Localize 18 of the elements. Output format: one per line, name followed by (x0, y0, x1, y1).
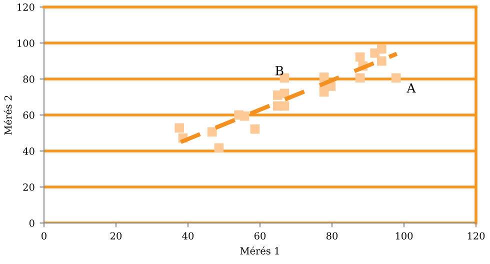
annotation: A (406, 83, 416, 93)
y-tick-label: 80 (23, 75, 34, 83)
x-tick-label: 120 (468, 232, 485, 240)
x-axis-title: Mérés 1 (240, 246, 279, 255)
x-tick-label: 20 (110, 232, 122, 240)
x-tick-label: 80 (326, 232, 338, 240)
y-axis-title: Mérés 2 (4, 96, 12, 135)
y-tick-label: 20 (23, 183, 34, 191)
x-tick-label: 40 (182, 232, 194, 240)
annotation: B (276, 66, 284, 76)
y-tick-label: 100 (18, 39, 34, 47)
y-tick-label: 40 (22, 147, 34, 155)
x-tick-label: 100 (396, 232, 413, 240)
x-tick-label: 0 (42, 232, 46, 240)
y-tick-label: 60 (23, 111, 34, 119)
y-tick-label: 120 (18, 3, 34, 11)
y-tick-label: 0 (29, 219, 34, 227)
x-tick-label: 60 (254, 232, 266, 240)
